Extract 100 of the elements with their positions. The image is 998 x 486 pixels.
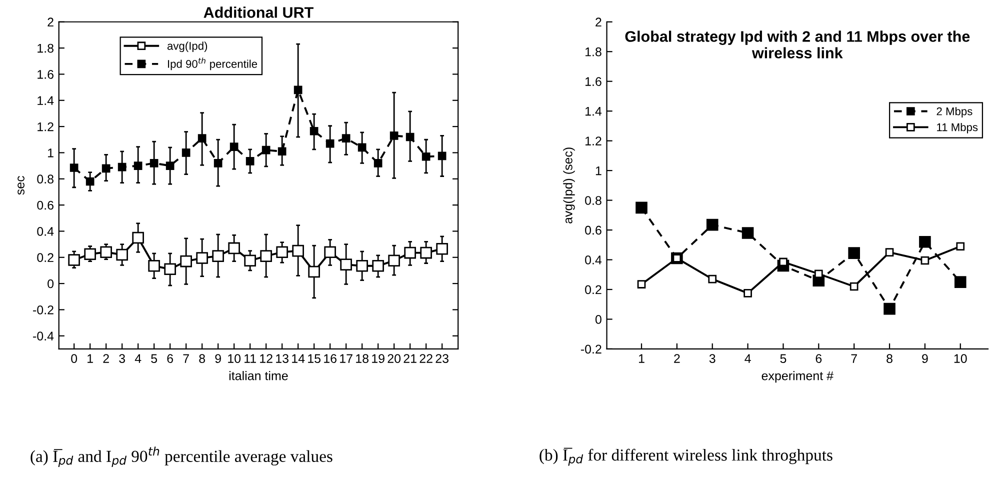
point (116, 248, 128, 261)
x-tick-label: 6 (816, 354, 822, 363)
x-tick-label: 7 (183, 354, 189, 363)
y-axis-title: sec (18, 176, 24, 195)
x-tick-label: 2 (674, 354, 680, 363)
x-tick-label: 5 (151, 354, 158, 363)
x-tick-label: 9 (215, 354, 221, 363)
y-tick-label: 1.6 (586, 77, 602, 86)
x-tick-label: 13 (276, 354, 288, 363)
point (68, 254, 80, 266)
point (637, 280, 646, 288)
point (358, 143, 366, 152)
point (260, 250, 272, 262)
point (404, 246, 416, 259)
point (438, 152, 446, 160)
x-tick-label: 6 (167, 354, 174, 363)
point (292, 244, 304, 257)
y-tick-label: 0.2 (585, 285, 602, 294)
point (390, 132, 398, 140)
point (100, 246, 112, 258)
y-tick-label: 1 (596, 166, 602, 176)
x-tick-label: 8 (886, 354, 892, 363)
point (920, 256, 930, 265)
text: (b) I̅$_{pd}$ for different wireless link throghputs (540, 448, 832, 466)
y-tick-label: 1.8 (586, 47, 602, 56)
chart-title: Additional URT (204, 6, 314, 18)
point (636, 202, 648, 214)
x-tick-label: 15 (308, 354, 321, 363)
y-tick-label: 0.6 (37, 200, 54, 210)
y-tick-label: 1.4 (586, 107, 602, 116)
point (324, 246, 336, 258)
point (150, 159, 158, 168)
x-tick-label: 19 (372, 354, 384, 363)
x-tick-label: 1 (638, 354, 644, 363)
point (342, 134, 350, 142)
x-tick-label: 10 (954, 354, 967, 363)
point (294, 86, 302, 94)
point (244, 254, 256, 267)
x-axis-title: experiment # (762, 371, 834, 383)
y-tick-label: 2 (48, 18, 54, 26)
x-tick-label: 7 (851, 354, 857, 363)
point (166, 162, 174, 170)
point (340, 258, 352, 270)
y-tick-label: 1 (48, 148, 54, 158)
point (86, 177, 94, 186)
point (182, 148, 190, 157)
point (744, 289, 752, 298)
x-tick-label: 9 (922, 354, 928, 363)
point (132, 232, 144, 244)
x-tick-label: 12 (260, 354, 272, 363)
x-tick-label: 11 (244, 354, 256, 363)
point (230, 142, 238, 151)
y-tick-label: 2 (596, 18, 602, 26)
point (388, 254, 400, 267)
x-tick-label: 3 (119, 354, 126, 363)
y-axis-title: avg(Ipd) (sec) (563, 148, 575, 224)
point (102, 164, 110, 173)
point (956, 242, 965, 251)
point (134, 162, 142, 170)
x-tick-label: 1 (88, 354, 93, 363)
point (848, 247, 860, 259)
y-tick-label: 0.8 (585, 196, 602, 205)
point (436, 242, 448, 255)
legend-label: 11 Mbps (937, 123, 978, 134)
point (164, 263, 176, 276)
point (246, 157, 254, 166)
x-tick-label: 20 (388, 354, 401, 363)
point (278, 147, 286, 156)
y-tick-label: 1.2 (586, 136, 602, 146)
y-tick-label: -0.2 (33, 306, 54, 314)
point (198, 134, 206, 142)
y-tick-label: -0.4 (33, 332, 54, 341)
point (212, 250, 224, 262)
point (118, 162, 126, 172)
y-tick-label: 0.4 (37, 227, 54, 236)
point (180, 255, 192, 268)
y-tick-label: 1.6 (38, 70, 54, 79)
point (374, 159, 382, 168)
text: Global strategy Ipd with 2 and 11 Mbps over the wireless link (625, 30, 970, 58)
point (742, 227, 754, 239)
y-tick-label: 0.6 (585, 226, 602, 235)
point (326, 139, 334, 148)
legend-label: 2 Mbps (936, 107, 972, 118)
x-tick-label: 3 (709, 354, 716, 363)
y-tick-label: -0.2 (580, 344, 602, 354)
point (708, 274, 717, 284)
y-tick-label: 1.2 (38, 122, 54, 132)
x-tick-label: 22 (420, 354, 432, 363)
x-tick-label: 21 (404, 354, 416, 363)
x-tick-label: 17 (340, 354, 352, 363)
point (276, 246, 288, 258)
point (706, 218, 718, 231)
x-tick-label: 10 (228, 354, 241, 363)
y-tick-label: 1.8 (38, 44, 54, 53)
legend-label: avg(Ipd) (167, 42, 208, 52)
point (70, 164, 78, 172)
point (884, 302, 896, 315)
point (310, 126, 318, 136)
point (420, 246, 432, 259)
x-tick-label: 14 (292, 354, 305, 363)
